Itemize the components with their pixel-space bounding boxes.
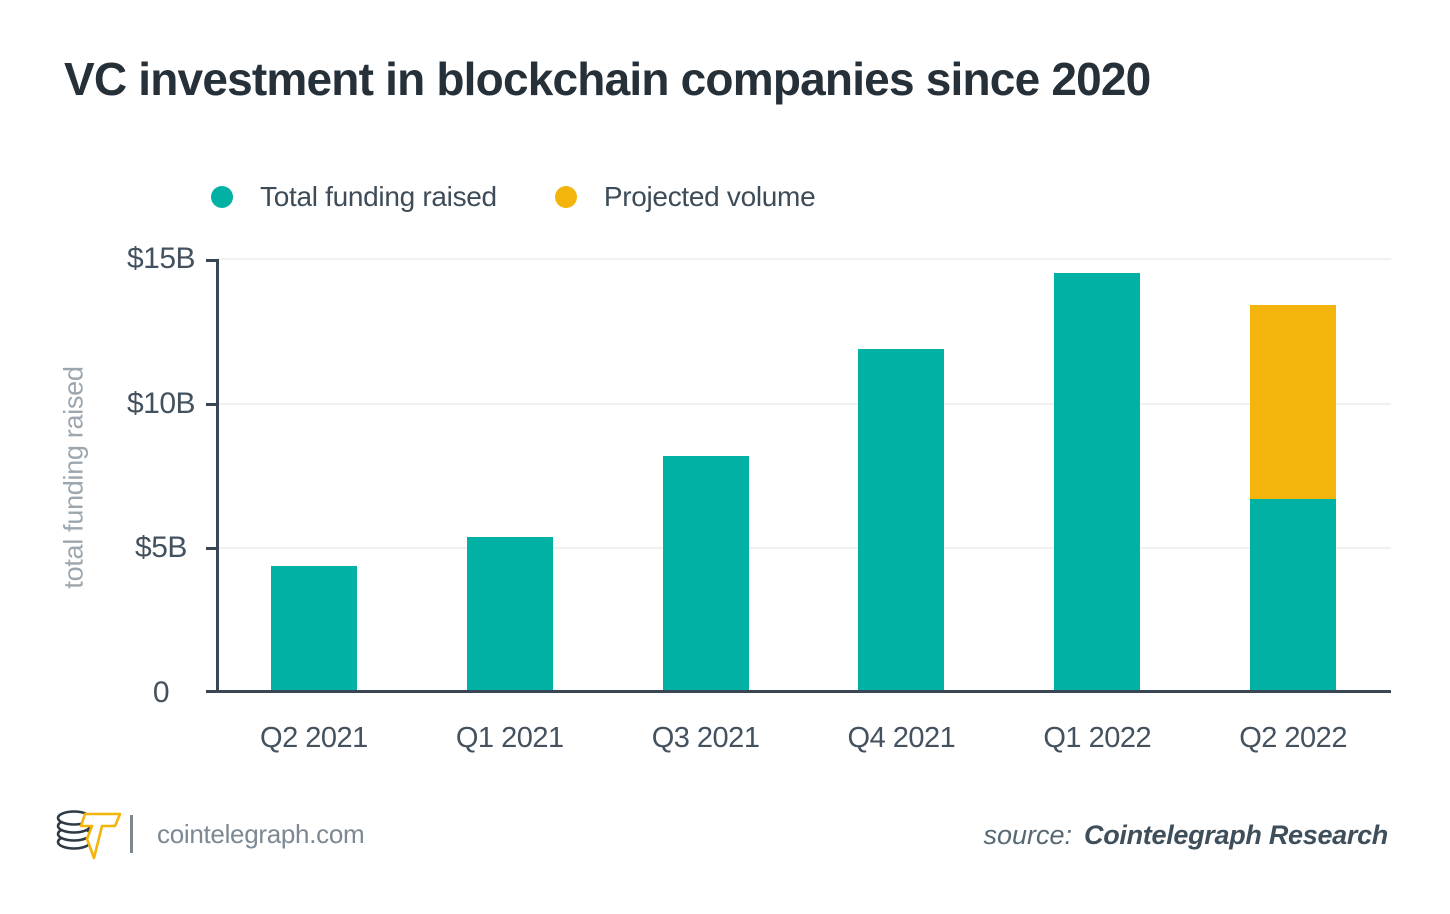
bar-q1-2022-actual (1054, 273, 1141, 693)
x-axis-label-q1-2022: Q1 2022 (1043, 722, 1152, 754)
footer-branding: cointelegraph.com (52, 806, 365, 862)
site-name: cointelegraph.com (157, 818, 365, 849)
legend-item-projected-volume: Projected volume (554, 181, 816, 213)
footer-divider (130, 815, 133, 853)
y-tick-0 (206, 690, 216, 693)
y-axis-line (216, 259, 219, 693)
legend-label-projected-volume: Projected volume (603, 181, 816, 212)
chart-legend: Total funding raised Projected volume (211, 181, 816, 213)
y-tick-label-0: 0 (152, 676, 170, 709)
x-axis-label-q2-2022: Q2 2022 (1239, 722, 1347, 754)
y-tick-10 (206, 402, 216, 406)
legend-dot-yellow-icon (554, 186, 577, 208)
bar-q3-2021-actual (662, 455, 749, 693)
x-axis-label-q2-2021: Q2 2021 (260, 722, 368, 754)
gridline-5b (216, 547, 1391, 550)
y-tick-label-10: $10B (126, 386, 196, 420)
lightning-t-icon (79, 812, 122, 860)
legend-label-total-funding: Total funding raised (260, 181, 497, 212)
y-tick-5 (206, 547, 216, 551)
y-tick-15 (206, 259, 216, 262)
cointelegraph-logo (56, 810, 122, 860)
x-axis-label-q4-2021: Q4 2021 (847, 722, 956, 754)
bar-q2-2022-actual (1250, 499, 1337, 693)
gridline-10b (216, 402, 1391, 405)
source-label: source: (983, 820, 1072, 850)
x-axis-label-q3-2021: Q3 2021 (651, 722, 760, 754)
bar-q2-2021-actual (270, 565, 357, 693)
bar-q4-2021-actual (858, 348, 945, 693)
y-axis-title: total funding raised (58, 366, 89, 589)
x-axis-label-q1-2021: Q1 2021 (455, 722, 564, 754)
legend-item-total-funding: Total funding raised (211, 181, 497, 213)
y-tick-label-5: $5B (135, 531, 187, 565)
source-value: Cointelegraph Research (1084, 820, 1388, 850)
bar-q1-2021-actual (466, 536, 553, 693)
page-title: VC investment in blockchain companies si… (64, 53, 1151, 105)
gridline-15b (216, 258, 1391, 260)
source-credit: source: Cointelegraph Research (983, 820, 1388, 851)
x-axis-line (206, 690, 1391, 693)
plot-area: Q2 2021 Q1 2021 Q3 2021 Q4 2021 Q1 2022 Q2 20… (127, 242, 1391, 753)
bar-q2-2022-projected (1250, 305, 1337, 500)
legend-dot-teal-icon (211, 186, 233, 208)
y-tick-label-15: $15B (126, 242, 196, 275)
